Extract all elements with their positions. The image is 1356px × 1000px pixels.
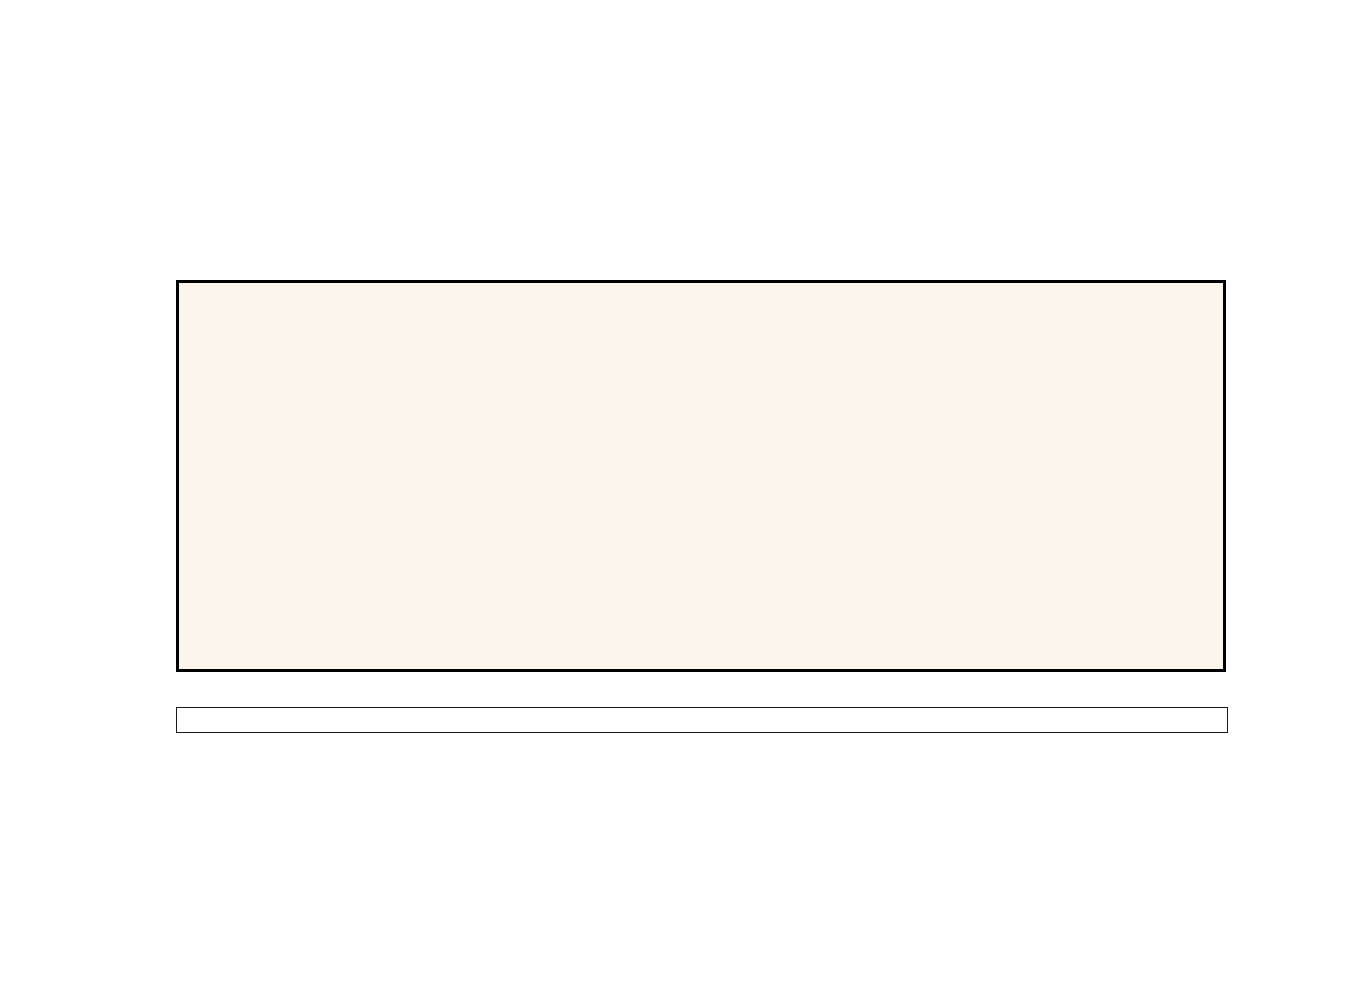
heatmap-layer [179, 283, 1223, 669]
colorbar-gradient [177, 708, 1227, 732]
map-axes [176, 280, 1226, 672]
colorbar [176, 707, 1228, 733]
sst-gradient-field [179, 283, 1223, 669]
